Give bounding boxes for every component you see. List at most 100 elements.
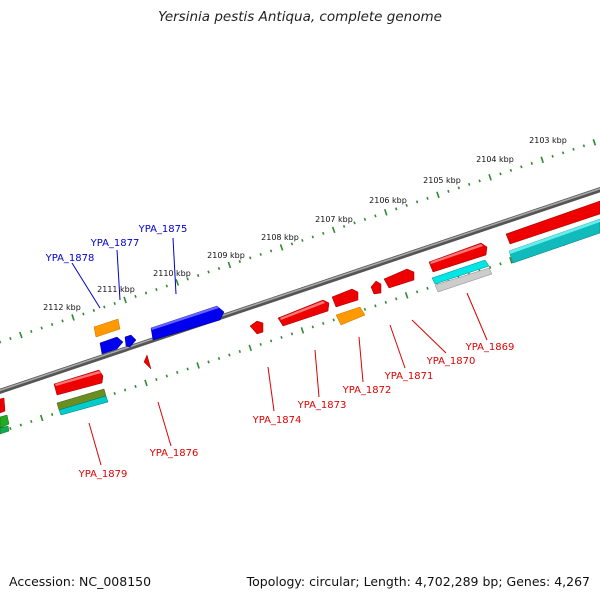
outer-track-minor-tick	[103, 305, 106, 309]
feature-orange-1872[interactable]	[335, 306, 366, 326]
inner-track-minor-tick	[134, 384, 137, 388]
outer-track-minor-tick	[9, 337, 12, 340]
gene-label-group: YPA_1875 YPA_1877 YPA_1878 YPA_1869 YPA_1870…	[45, 224, 515, 480]
gene-label-reverse[interactable]: YPA_1874	[252, 415, 302, 426]
outer-track-minor-tick	[520, 165, 523, 169]
outer-track-minor-tick	[207, 270, 210, 274]
outer-track-minor-tick	[478, 179, 481, 183]
inner-track-major-tick	[248, 344, 253, 352]
feature-red-1873-top	[280, 301, 325, 320]
outer-track-minor-tick	[61, 319, 64, 323]
gene-label-forward[interactable]: YPA_1877	[90, 238, 140, 249]
inner-track-minor-tick	[311, 325, 314, 329]
forward-features	[93, 305, 225, 355]
inner-track-minor-tick	[238, 349, 241, 353]
inner-track-minor-tick	[280, 335, 283, 339]
inner-track-minor-tick	[9, 427, 12, 430]
outer-track-major-tick	[488, 174, 492, 181]
feature-red-1879-top	[55, 371, 101, 386]
feature-green-left-b[interactable]	[0, 425, 10, 435]
feature-red-1870[interactable]	[428, 242, 488, 273]
backbone-highlight	[0, 187, 600, 392]
inner-track-minor-tick	[228, 353, 231, 357]
inner-track-minor-tick	[30, 420, 33, 423]
outer-track-minor-tick	[426, 196, 429, 200]
outer-track-minor-tick	[50, 323, 54, 326]
outer-track-major-tick	[540, 156, 544, 164]
gene-label-reverse[interactable]: YPA_1871	[384, 371, 434, 382]
gene-label-reverse[interactable]: YPA_1879	[78, 469, 128, 480]
feature-red-1874[interactable]	[249, 320, 264, 335]
kbp-label: 2112 kbp	[43, 303, 81, 312]
outer-track-minor-tick	[40, 326, 43, 330]
gene-label-forward[interactable]: YPA_1875	[138, 224, 188, 235]
gene-label-reverse[interactable]: YPA_1873	[297, 400, 347, 411]
outer-track-major-tick	[227, 261, 232, 269]
inner-track-minor-tick	[259, 342, 262, 346]
kbp-label: 2108 kbp	[261, 233, 299, 242]
feature-red-1872a[interactable]	[331, 288, 359, 308]
kbp-label: 2109 kbp	[207, 251, 245, 260]
inner-track-major-tick	[404, 292, 409, 299]
feature-blue-1875[interactable]	[150, 305, 225, 341]
gene-label-reverse[interactable]: YPA_1872	[342, 385, 392, 396]
outer-track-minor-tick	[561, 151, 565, 155]
outer-track-minor-tick	[572, 147, 575, 151]
gene-label-reverse[interactable]: YPA_1876	[149, 448, 199, 459]
outer-track-major-tick	[175, 279, 180, 286]
inner-track-minor-tick	[332, 318, 335, 322]
inner-track-minor-tick	[176, 370, 179, 374]
feature-red-left[interactable]	[0, 397, 6, 414]
inner-track-minor-tick	[415, 290, 419, 294]
outer-track-major-tick	[123, 296, 127, 304]
inner-track-minor-tick	[155, 377, 158, 381]
outer-track-minor-tick	[217, 266, 221, 270]
outer-track-minor-tick	[30, 330, 33, 333]
feature-red-1873[interactable]	[277, 299, 330, 327]
kbp-label: 2105 kbp	[423, 176, 461, 185]
inner-track-minor-tick	[322, 321, 325, 325]
inner-track-minor-tick	[123, 388, 127, 392]
inner-track-minor-tick	[165, 374, 168, 378]
outer-track-minor-tick	[259, 252, 262, 256]
outer-track-minor-tick	[509, 168, 513, 172]
inner-track-minor-tick	[426, 286, 429, 290]
outer-track-minor-tick	[551, 154, 554, 158]
outer-track-minor-tick	[353, 221, 356, 225]
kbp-label: 2104 kbp	[476, 155, 514, 164]
feature-cyan-1879[interactable]	[58, 395, 109, 416]
gene-label-forward[interactable]: YPA_1878	[45, 253, 95, 264]
inner-track-minor-tick	[113, 391, 116, 395]
feature-red-right[interactable]	[505, 200, 600, 245]
outer-track-minor-tick	[238, 259, 241, 263]
label-connectors	[71, 237, 488, 466]
feature-blue-small[interactable]	[99, 336, 124, 355]
outer-track-minor-tick	[134, 294, 137, 298]
kbp-label: 2111 kbp	[97, 285, 135, 294]
outer-track-minor-tick	[499, 172, 502, 176]
outer-track-major-tick	[331, 226, 336, 234]
outer-track-minor-tick	[186, 277, 189, 281]
gene-label-reverse[interactable]: YPA_1870	[426, 356, 476, 367]
outer-track-minor-tick	[301, 238, 304, 242]
feature-green-left[interactable]	[0, 414, 10, 429]
inner-track-major-tick	[144, 379, 148, 387]
outer-track-minor-tick	[342, 224, 346, 228]
outer-track-major-tick	[71, 314, 75, 321]
feature-gray-1869[interactable]	[434, 267, 493, 293]
outer-track-minor-tick	[322, 231, 325, 235]
feature-blue-arrow[interactable]	[124, 334, 137, 348]
outer-track-minor-tick	[405, 203, 408, 207]
gene-label-reverse[interactable]: YPA_1869	[465, 342, 515, 353]
feature-orange-1878[interactable]	[93, 318, 121, 338]
feature-red-1879[interactable]	[53, 369, 104, 396]
outer-track-minor-tick	[165, 284, 168, 288]
feature-red-small[interactable]	[370, 280, 382, 295]
feature-red-1876[interactable]	[143, 354, 152, 370]
outer-track-minor-tick	[395, 207, 398, 211]
inner-track-minor-tick	[19, 423, 23, 427]
feature-cyan-1870[interactable]	[431, 259, 490, 285]
outer-track-minor-tick	[269, 249, 273, 253]
feature-red-1871[interactable]	[383, 268, 415, 289]
